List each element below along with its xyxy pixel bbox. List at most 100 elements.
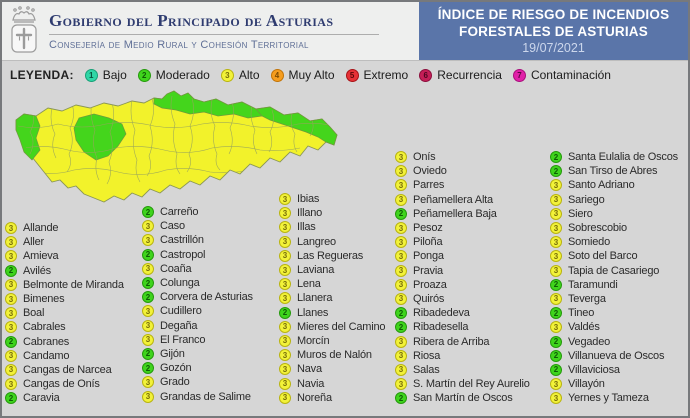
municipality-row: 2 Villaviciosa xyxy=(550,363,678,377)
municipality-row: 3 Allande xyxy=(5,221,124,235)
municipality-name: Nava xyxy=(297,363,322,376)
municipality-row: 3 Sariego xyxy=(550,193,678,207)
risk-level-badge: 3 xyxy=(279,221,291,234)
municipality-row: 3 Caso xyxy=(142,219,253,233)
risk-level-badge: 3 xyxy=(142,376,154,389)
risk-level-badge: 2 xyxy=(550,165,562,178)
risk-level-badge: 3 xyxy=(550,378,562,391)
legend-label: LEYENDA: xyxy=(10,68,74,82)
municipality-name: Teverga xyxy=(568,292,606,305)
municipality-name: Llanera xyxy=(297,292,333,305)
municipality-name: Sariego xyxy=(568,193,605,206)
municipality-row: 3 Mieres del Camino xyxy=(279,320,386,334)
municipality-name: Las Regueras xyxy=(297,249,364,262)
risk-level-badge: 3 xyxy=(395,349,407,362)
municipality-column-2: 2 Carreño 3 Caso 3 Castrillón 2 Castropol 3 Coaña… xyxy=(142,205,253,404)
municipality-name: Grado xyxy=(160,376,190,389)
municipality-row: 3 Soto del Barco xyxy=(550,249,678,263)
municipality-row: 3 Sobrescobio xyxy=(550,221,678,235)
risk-level-badge: 3 xyxy=(279,363,291,376)
municipality-name: Oviedo xyxy=(413,165,447,178)
municipality-row: 2 Santa Eulalia de Oscos xyxy=(550,150,678,164)
municipality-row: 3 Proaza xyxy=(395,278,530,292)
municipality-name: Tapia de Casariego xyxy=(568,264,660,277)
municipality-row: 3 Pravia xyxy=(395,264,530,278)
municipality-row: 2 Taramundi xyxy=(550,278,678,292)
municipality-row: 2 Cabranes xyxy=(5,335,124,349)
municipality-row: 2 Corvera de Asturias xyxy=(142,290,253,304)
legend-item: 1 Bajo xyxy=(84,68,127,82)
municipality-name: Siero xyxy=(568,207,593,220)
municipality-row: 3 Candamo xyxy=(5,349,124,363)
risk-level-badge: 3 xyxy=(395,378,407,391)
risk-level-badge: 2 xyxy=(550,363,562,376)
risk-level-badge: 3 xyxy=(5,278,17,291)
risk-level-badge: 3 xyxy=(550,321,562,334)
municipality-name: El Franco xyxy=(160,333,206,346)
municipality-name: San Martín de Oscos xyxy=(413,392,513,405)
municipality-name: Ribadesella xyxy=(413,321,469,334)
municipality-row: 3 Ponga xyxy=(395,249,530,263)
header-divider xyxy=(49,34,379,35)
municipality-row: 3 Siero xyxy=(550,207,678,221)
risk-level-badge: 3 xyxy=(279,193,291,206)
municipality-name: Illas xyxy=(297,221,316,234)
municipality-name: Pesoz xyxy=(413,222,443,235)
municipality-row: 3 Langreo xyxy=(279,235,385,249)
municipality-row: 3 Navia xyxy=(279,376,385,390)
municipality-name: Allande xyxy=(23,222,59,235)
legend-item-label: Bajo xyxy=(102,68,127,82)
risk-level-badge: 2 xyxy=(395,207,407,220)
risk-level-badge: 3 xyxy=(142,319,154,332)
municipality-row: 3 Las Regueras xyxy=(279,249,385,263)
municipality-name: Onís xyxy=(413,151,436,164)
municipality-row: 3 Somiedo xyxy=(550,235,678,249)
municipality-row: 3 Teverga xyxy=(550,292,678,306)
municipality-row: 3 Parres xyxy=(395,178,530,192)
municipality-name: Cabranes xyxy=(23,335,70,348)
municipality-row: 3 Aller xyxy=(5,235,124,249)
municipality-name: Villayón xyxy=(568,378,605,391)
risk-level-badge: 3 xyxy=(279,264,291,277)
risk-level-badge: 3 xyxy=(142,220,154,233)
risk-level-badge: 3 xyxy=(395,335,407,348)
municipality-row: 3 Salas xyxy=(395,363,530,377)
risk-level-badge: 3 xyxy=(395,179,407,192)
legend-item-label: Moderado xyxy=(155,68,210,82)
map-region-moderado-central-coast xyxy=(153,90,263,119)
municipality-row: 3 Pesoz xyxy=(395,221,530,235)
risk-level-badge: 3 xyxy=(5,222,17,235)
risk-level-badge: 3 xyxy=(395,264,407,277)
municipality-name: Lena xyxy=(297,278,321,291)
municipality-name: Valdés xyxy=(568,321,600,334)
municipality-row: 2 Gijón xyxy=(142,347,253,361)
municipality-row: 3 Boal xyxy=(5,306,124,320)
municipality-name: Morcín xyxy=(297,334,330,347)
municipality-row: 2 Caravia xyxy=(5,391,124,405)
municipality-name: Peñamellera Baja xyxy=(413,207,497,220)
municipality-name: Yernes y Tameza xyxy=(568,392,649,405)
risk-level-badge: 3 xyxy=(142,305,154,318)
risk-level-badge: 2 xyxy=(142,248,154,261)
municipality-name: Candamo xyxy=(23,349,70,362)
municipality-row: 3 Amieva xyxy=(5,249,124,263)
legend-item: 5 Extremo xyxy=(345,68,408,82)
risk-level-badge: 3 xyxy=(279,235,291,248)
risk-level-badge: 2 xyxy=(550,335,562,348)
legend-item-label: Muy Alto xyxy=(288,68,335,82)
legend-item: 2 Moderado xyxy=(137,68,210,82)
municipality-name: Coaña xyxy=(160,262,192,275)
municipality-row: 3 Illano xyxy=(279,206,385,220)
municipality-name: Boal xyxy=(23,307,45,320)
legend-level-badge: 1 xyxy=(84,68,98,82)
asturias-risk-map xyxy=(15,90,338,203)
risk-level-badge: 3 xyxy=(5,321,17,334)
municipality-name: Caso xyxy=(160,220,185,233)
municipality-row: 3 Ribera de Arriba xyxy=(395,334,530,348)
municipality-row: 3 Muros de Nalón xyxy=(279,348,385,362)
risk-level-badge: 3 xyxy=(395,165,407,178)
risk-level-badge: 2 xyxy=(142,206,154,219)
legend-item: 3 Alto xyxy=(220,68,260,82)
municipality-name: Villaviciosa xyxy=(568,363,620,376)
